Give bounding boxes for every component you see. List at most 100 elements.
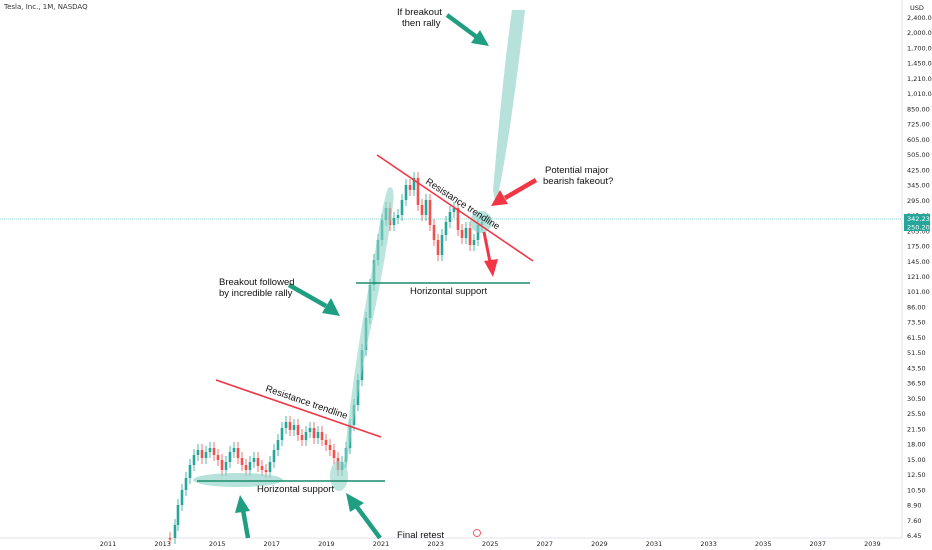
y-tick-label: 6.45 [907, 532, 921, 540]
x-tick-label: 2015 [209, 540, 226, 548]
candle-body [272, 450, 276, 462]
candle-body [412, 178, 416, 190]
y-tick-label: 15.00 [907, 456, 926, 464]
candle-body [332, 450, 336, 458]
arrow-to-final-retest [346, 493, 382, 540]
candle-body [208, 448, 212, 452]
y-tick-label: 1,700.00 [907, 44, 932, 52]
candle-body [188, 465, 192, 478]
y-tick-label: 12.50 [907, 471, 926, 479]
candle-body [424, 200, 428, 215]
y-tick-label: 8.90 [907, 502, 921, 510]
candle-body [404, 185, 408, 200]
candle-body [184, 478, 188, 490]
x-tick-label: 2037 [810, 540, 827, 548]
y-tick-label: 7.60 [907, 517, 921, 525]
candle-body [268, 462, 272, 472]
candle-body [252, 458, 256, 462]
candle-body [320, 432, 324, 440]
y-tick-label: 86.00 [907, 303, 926, 311]
x-tick-label: 2027 [537, 540, 554, 548]
candle-body [216, 455, 220, 460]
y-tick-label: 295.00 [907, 197, 930, 205]
candle-body [448, 212, 452, 222]
candle-body [180, 490, 184, 505]
candle-body [304, 432, 308, 440]
candle-body [456, 208, 460, 230]
annotation-breakout: Breakout followed [219, 277, 295, 288]
candle-body [260, 466, 264, 470]
x-tick-label: 2029 [591, 540, 608, 548]
candle-body [240, 458, 244, 465]
x-tick-label: 2013 [154, 540, 171, 548]
y-tick-label: 101.00 [907, 288, 930, 296]
y-tick-label: 505.00 [907, 151, 930, 159]
secondary-price-value: 250.20 [907, 224, 930, 232]
candle-body [248, 462, 252, 470]
arrow-to-breakout [287, 283, 340, 316]
last-price-value: 342.23 [907, 215, 930, 223]
candle-body [280, 428, 284, 440]
x-tick-label: 2017 [264, 540, 281, 548]
candle-body [408, 185, 412, 190]
y-tick-label: 205.00 [907, 227, 930, 235]
arrow-to-projection [445, 13, 489, 46]
candle-body [396, 215, 400, 218]
time-axis[interactable]: 2011 2013 2015 2017 2019 2021 2023 2025 2027 2029… [100, 540, 881, 548]
y-tick-label: 43.50 [907, 364, 926, 372]
y-tick-label: 145.00 [907, 258, 930, 266]
final-retest-highlight [330, 461, 348, 491]
y-tick-label: 36.50 [907, 380, 926, 388]
upper-resistance-trendline [376, 154, 534, 262]
annotation-upper-support: Horizontal support [410, 286, 487, 297]
candle-body [432, 225, 436, 240]
x-tick-label: 2035 [755, 540, 772, 548]
candle-body [316, 432, 320, 438]
candle-body [292, 425, 296, 430]
annotation-lower-support: Horizontal support [257, 484, 334, 495]
candle-body [416, 178, 420, 205]
x-tick-label: 2025 [482, 540, 499, 548]
candle-body [472, 240, 476, 245]
candle-body [440, 235, 444, 255]
annotation-if-breakout: If breakout [397, 7, 442, 18]
candle-body [192, 455, 196, 465]
y-tick-label: 18.00 [907, 441, 926, 449]
x-tick-label: 2019 [318, 540, 335, 548]
x-tick-label: 2031 [646, 540, 663, 548]
annotation-upper-resistance: Resistance trendline [423, 176, 501, 232]
y-tick-label: 1,450.00 [907, 60, 932, 68]
candle-body [468, 228, 472, 245]
arrow-to-fakeout [491, 178, 538, 206]
candle-body [324, 440, 328, 445]
candle-body [460, 230, 464, 238]
annotation-incredible-rally: by incredible rally [219, 288, 293, 299]
candle-body [220, 460, 224, 470]
y-tick-label: 425.00 [907, 166, 930, 174]
y-tick-label: 605.00 [907, 136, 930, 144]
candle-body [284, 422, 288, 428]
secondary-price-tag [904, 223, 930, 231]
currency-label: USD [910, 4, 924, 12]
annotation-lower-resistance: Resistance trendline [264, 383, 349, 421]
y-tick-label: 61.50 [907, 334, 926, 342]
candle-body [196, 450, 200, 455]
candle-body [288, 422, 292, 430]
price-axis[interactable]: 2,400.00 2,000.00 1,700.00 1,450.00 1,210.00… [907, 14, 932, 540]
candle-body [444, 222, 448, 235]
candle-body [204, 452, 208, 458]
y-tick-label: 1,010.00 [907, 90, 932, 98]
symbol-label: Tesla, Inc., 1M, NASDAQ [4, 3, 88, 11]
fakeout-highlight [470, 211, 492, 233]
candle-body [168, 538, 172, 540]
y-tick-label: 1,210.00 [907, 75, 932, 83]
candle-body [312, 428, 316, 438]
candle-body [392, 218, 396, 225]
y-tick-label: 2,000.00 [907, 29, 932, 37]
arrow-to-lower-support [235, 495, 251, 539]
arrow-down-red [482, 231, 498, 277]
event-marker-icon[interactable] [473, 529, 481, 537]
y-tick-label: 121.00 [907, 273, 930, 281]
candle-body [232, 448, 236, 452]
